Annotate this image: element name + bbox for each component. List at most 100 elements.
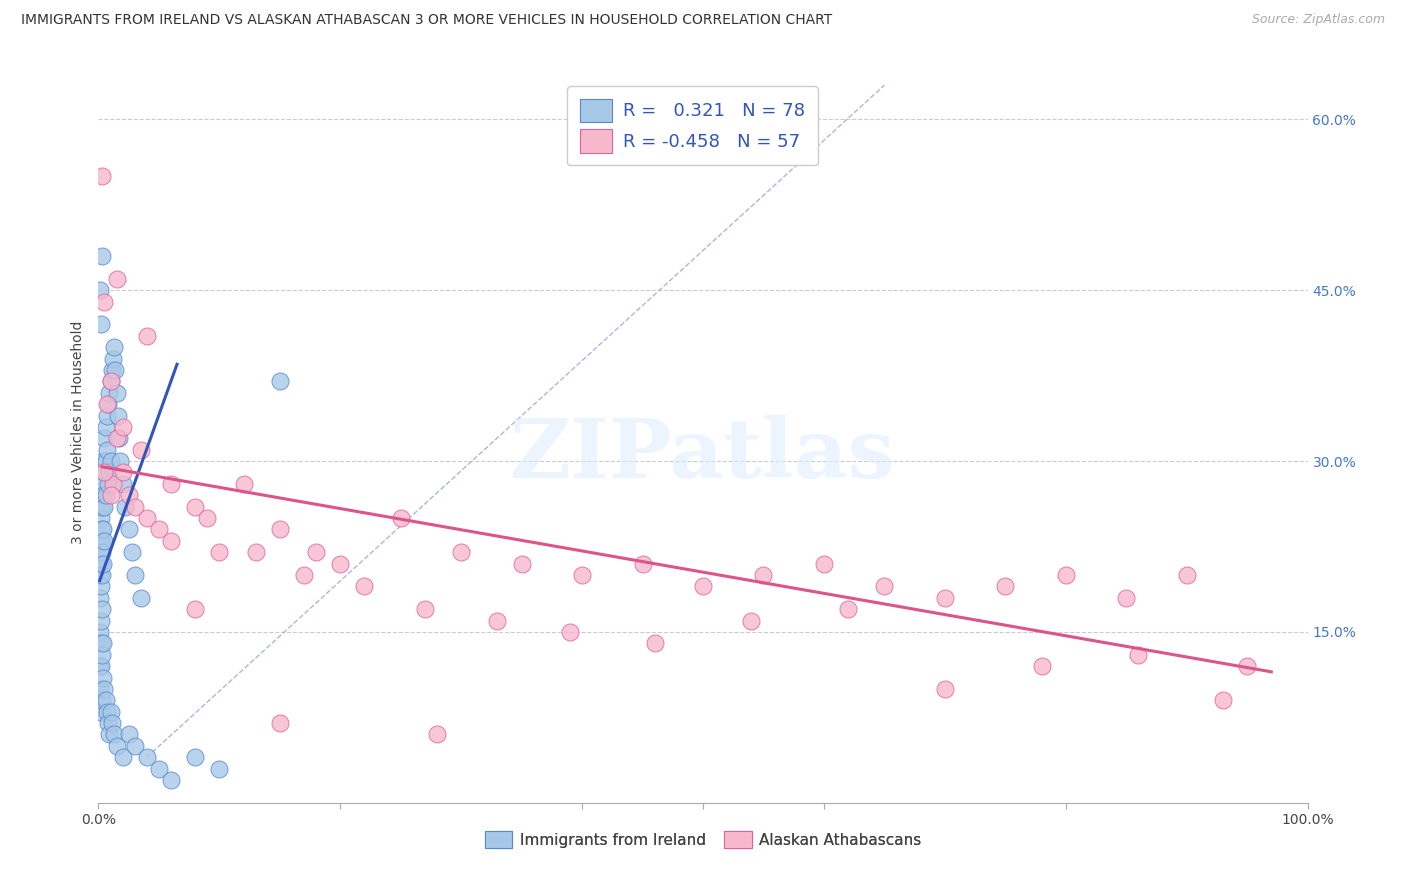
- Point: [305, 545, 328, 559]
- Point: [89, 283, 111, 297]
- Point: [1128, 648, 1150, 662]
- Point: [90, 659, 112, 673]
- Point: [208, 545, 231, 559]
- Point: [89, 624, 111, 639]
- Point: [93, 533, 115, 548]
- Point: [752, 568, 775, 582]
- Point: [413, 602, 436, 616]
- Legend: Immigrants from Ireland, Alaskan Athabascans: Immigrants from Ireland, Alaskan Athabas…: [478, 824, 928, 855]
- Point: [103, 340, 125, 354]
- Point: [100, 705, 122, 719]
- Point: [107, 409, 129, 423]
- Text: ZIPatlas: ZIPatlas: [510, 415, 896, 495]
- Point: [135, 511, 157, 525]
- Point: [994, 579, 1017, 593]
- Point: [101, 476, 124, 491]
- Point: [97, 397, 120, 411]
- Point: [111, 476, 134, 491]
- Point: [450, 545, 472, 559]
- Point: [353, 579, 375, 593]
- Point: [103, 727, 125, 741]
- Point: [89, 681, 111, 696]
- Text: Source: ZipAtlas.com: Source: ZipAtlas.com: [1251, 13, 1385, 27]
- Point: [100, 375, 122, 389]
- Point: [111, 750, 134, 764]
- Point: [486, 614, 509, 628]
- Point: [934, 591, 956, 605]
- Point: [98, 727, 121, 741]
- Point: [124, 739, 146, 753]
- Point: [91, 648, 114, 662]
- Point: [91, 545, 114, 559]
- Point: [160, 533, 183, 548]
- Point: [91, 557, 114, 571]
- Point: [93, 466, 115, 480]
- Text: IMMIGRANTS FROM IRELAND VS ALASKAN ATHABASCAN 3 OR MORE VEHICLES IN HOUSEHOLD CO: IMMIGRANTS FROM IRELAND VS ALASKAN ATHAB…: [21, 13, 832, 28]
- Point: [93, 431, 115, 445]
- Point: [124, 568, 146, 582]
- Point: [813, 557, 835, 571]
- Point: [1175, 568, 1198, 582]
- Point: [90, 636, 112, 650]
- Point: [148, 762, 170, 776]
- Point: [558, 624, 581, 639]
- Point: [90, 318, 112, 332]
- Point: [129, 591, 152, 605]
- Point: [105, 431, 128, 445]
- Point: [111, 466, 134, 480]
- Point: [232, 476, 254, 491]
- Point: [93, 466, 115, 480]
- Point: [90, 705, 112, 719]
- Point: [292, 568, 315, 582]
- Point: [91, 488, 114, 502]
- Point: [98, 385, 121, 400]
- Point: [111, 420, 134, 434]
- Point: [269, 375, 291, 389]
- Point: [100, 716, 122, 731]
- Point: [100, 488, 122, 502]
- Point: [245, 545, 267, 559]
- Point: [124, 500, 146, 514]
- Point: [91, 671, 114, 685]
- Point: [96, 705, 118, 719]
- Point: [100, 375, 122, 389]
- Point: [873, 579, 896, 593]
- Point: [91, 169, 114, 184]
- Point: [105, 272, 128, 286]
- Point: [90, 511, 112, 525]
- Point: [97, 716, 120, 731]
- Point: [104, 363, 127, 377]
- Point: [94, 420, 117, 434]
- Point: [98, 466, 121, 480]
- Point: [100, 454, 122, 468]
- Point: [135, 328, 157, 343]
- Point: [1212, 693, 1234, 707]
- Point: [837, 602, 859, 616]
- Point: [94, 488, 117, 502]
- Point: [269, 523, 291, 537]
- Point: [135, 750, 157, 764]
- Point: [96, 442, 118, 457]
- Point: [184, 750, 207, 764]
- Point: [108, 454, 131, 468]
- Point: [692, 579, 714, 593]
- Point: [90, 579, 112, 593]
- Point: [118, 523, 141, 537]
- Point: [93, 681, 115, 696]
- Point: [510, 557, 533, 571]
- Point: [208, 762, 231, 776]
- Point: [91, 602, 114, 616]
- Point: [118, 727, 141, 741]
- Point: [160, 476, 183, 491]
- Point: [108, 431, 131, 445]
- Point: [121, 545, 143, 559]
- Point: [1054, 568, 1077, 582]
- Point: [105, 739, 128, 753]
- Point: [90, 614, 112, 628]
- Point: [100, 363, 122, 377]
- Point: [631, 557, 654, 571]
- Point: [93, 500, 115, 514]
- Point: [114, 500, 136, 514]
- Point: [329, 557, 352, 571]
- Point: [91, 500, 114, 514]
